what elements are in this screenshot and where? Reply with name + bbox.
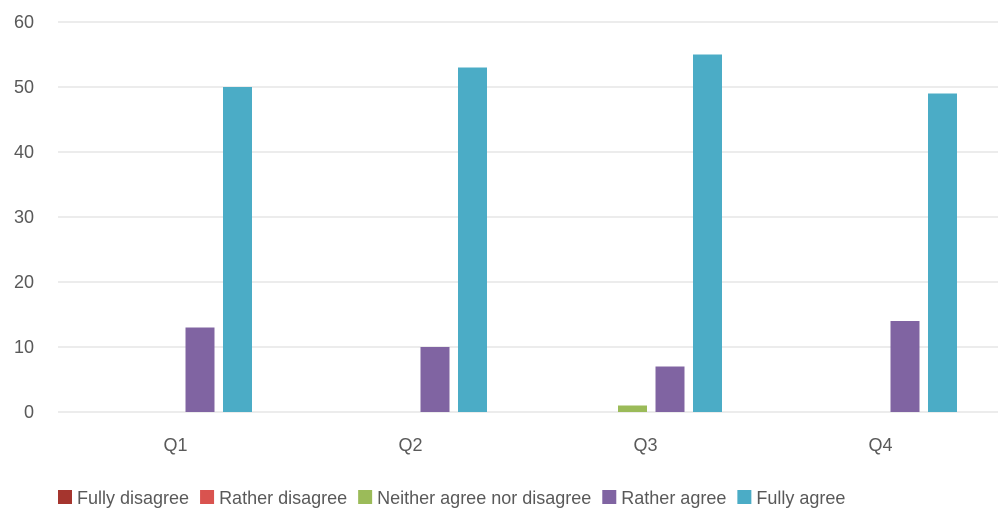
bar-q1-fully-agree — [223, 87, 252, 412]
y-tick-label: 50 — [14, 77, 34, 97]
y-tick-label: 0 — [24, 402, 34, 422]
y-tick-label: 40 — [14, 142, 34, 162]
bar-q3-fully-agree — [693, 54, 722, 412]
x-tick-label: Q3 — [633, 435, 657, 455]
y-tick-label: 20 — [14, 272, 34, 292]
bar-q1-rather-agree — [185, 327, 215, 412]
x-axis-tick-labels: Q1 Q2 Q3 Q4 — [163, 435, 892, 455]
legend-swatch — [737, 490, 752, 504]
x-tick-label: Q4 — [868, 435, 892, 455]
y-tick-label: 10 — [14, 337, 34, 357]
y-axis-tick-labels: 0 10 20 30 40 50 60 — [14, 12, 34, 422]
bar-q4-fully-agree — [928, 93, 957, 412]
x-tick-label: Q1 — [163, 435, 187, 455]
x-tick-label: Q2 — [398, 435, 422, 455]
legend: Fully disagree Rather disagree Neither agr… — [58, 488, 845, 508]
bar-q3-neither-agree-nor-disagree — [618, 405, 647, 412]
legend-swatch — [358, 490, 373, 504]
legend-item-label: Fully disagree — [77, 488, 189, 508]
legend-item-label: Fully agree — [756, 488, 845, 508]
y-gridlines — [58, 21, 998, 413]
bar-q3-rather-agree — [655, 366, 685, 412]
legend-item-label: Rather disagree — [219, 488, 347, 508]
y-tick-label: 60 — [14, 12, 34, 32]
bar-q2-fully-agree — [458, 67, 487, 412]
bars — [185, 54, 957, 412]
legend-swatch — [58, 490, 72, 504]
legend-item-label: Rather agree — [621, 488, 726, 508]
legend-item-label: Neither agree nor disagree — [377, 488, 591, 508]
legend-swatch — [602, 490, 617, 504]
bar-q4-rather-agree — [890, 321, 920, 412]
legend-swatch — [200, 490, 215, 504]
y-tick-label: 30 — [14, 207, 34, 227]
bar-q2-rather-agree — [420, 347, 450, 412]
